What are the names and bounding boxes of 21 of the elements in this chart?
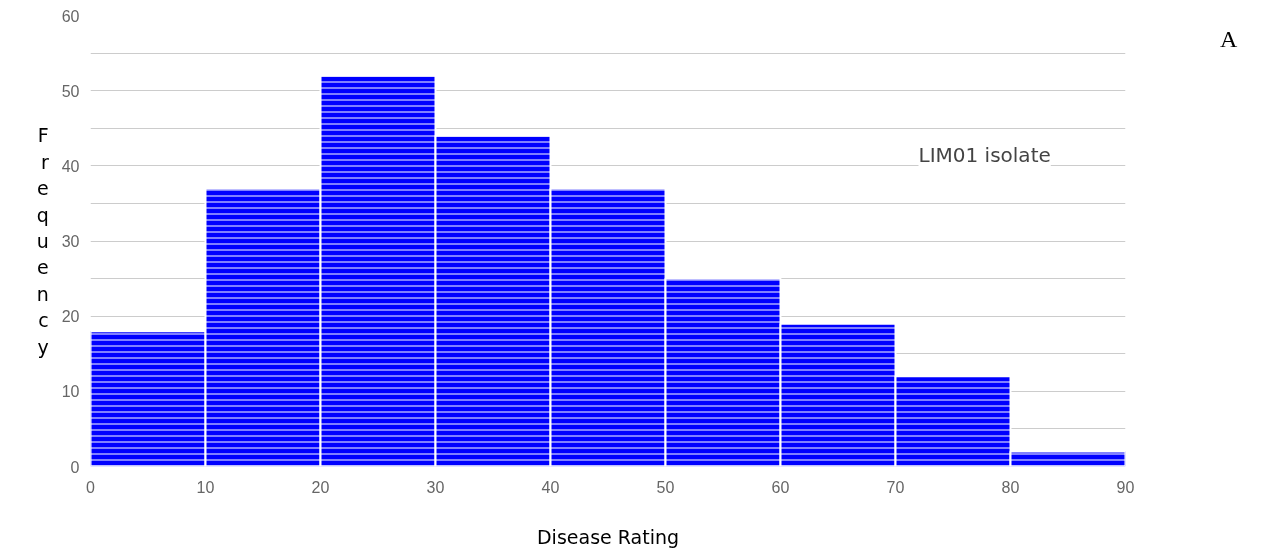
x-tick-label: 0 xyxy=(86,478,96,496)
x-tick-label: 40 xyxy=(541,478,560,496)
y-tick-label: 0 xyxy=(70,458,80,476)
y-tick-label: 50 xyxy=(61,82,80,100)
x-tick-label: 60 xyxy=(771,478,790,496)
y-tick-label: 40 xyxy=(61,157,80,175)
x-tick-label: 50 xyxy=(656,478,675,496)
text: Frequency xyxy=(36,124,49,358)
x-axis-title: Disease Rating xyxy=(536,525,680,548)
x-tick-label: 20 xyxy=(311,478,330,496)
x-tick-label: 70 xyxy=(886,478,905,496)
y-tick-label: 60 xyxy=(61,7,80,25)
x-tick-label: 30 xyxy=(426,478,445,496)
y-tick-label: 10 xyxy=(61,383,80,401)
y-tick-label: 30 xyxy=(61,233,80,250)
text: A xyxy=(1220,25,1238,54)
x-tick-label: 10 xyxy=(196,478,215,496)
annotation: LIM01 isolate xyxy=(918,142,1051,167)
y-tick-label: 20 xyxy=(61,308,80,326)
x-tick-label: 90 xyxy=(1116,478,1135,496)
x-tick-label: 80 xyxy=(1001,478,1020,496)
